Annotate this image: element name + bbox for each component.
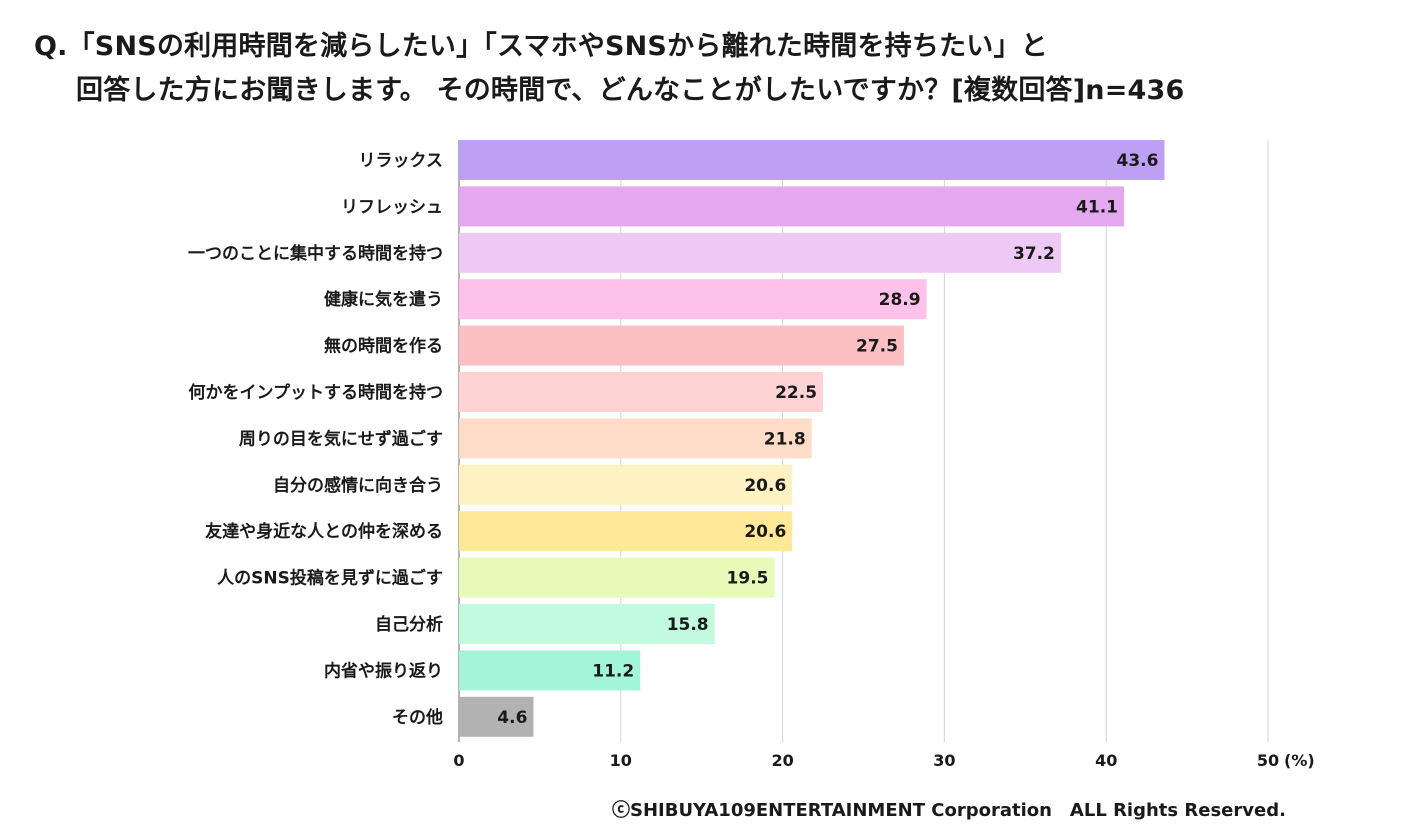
bar-12 (459, 696, 534, 737)
value-label-7: 20.6 (744, 476, 786, 496)
chart-title-line-1: Q.「SNSの利用時間を減らしたい」「スマホやSNSから離れた時間を持ちたい」と (34, 31, 1048, 62)
value-label-1: 41.1 (1076, 197, 1118, 217)
category-label-7: 自分の感情に向き合う (273, 475, 443, 496)
bar-1 (459, 186, 1124, 227)
category-label-1: リフレッシュ (341, 197, 443, 217)
chart-title-line-2: 回答した方にお聞きします。 その時間で、どんなことがしたいですか？[複数回答]n… (76, 75, 1185, 106)
category-label-3: 健康に気を遣う (324, 289, 443, 310)
value-label-4: 27.5 (856, 337, 898, 357)
category-label-9: 人のSNS投稿を見ずに過ごす (217, 568, 443, 589)
value-label-9: 19.5 (727, 569, 769, 589)
copyright-notice: ⓒSHIBUYA109ENTERTAINMENT Corporation ALL… (612, 800, 1286, 821)
bar-4 (459, 325, 904, 366)
tick-label-50: 50 (1257, 751, 1279, 770)
tick-label-20: 20 (771, 751, 793, 770)
bar-2 (459, 232, 1061, 273)
category-label-11: 内省や振り返り (324, 660, 443, 681)
bar-10 (459, 604, 715, 644)
value-label-3: 28.9 (879, 290, 921, 310)
category-label-2: 一つのことに集中する時間を持つ (188, 243, 443, 264)
bar-8 (459, 511, 793, 552)
category-label-6: 周りの目を気にせず過ごす (239, 428, 443, 449)
bar-11 (459, 650, 641, 691)
bar-5 (459, 372, 824, 412)
category-label-4: 無の時間を作る (324, 336, 443, 357)
value-label-0: 43.6 (1116, 151, 1158, 171)
bar-3 (459, 279, 927, 320)
unit-label: (%) (1284, 751, 1315, 770)
value-label-5: 22.5 (775, 383, 817, 403)
tick-label-30: 30 (933, 751, 955, 770)
value-label-6: 21.8 (764, 429, 806, 449)
value-label-12: 4.6 (497, 708, 527, 728)
category-label-0: リラックス (359, 151, 444, 171)
tick-label-40: 40 (1095, 751, 1117, 770)
bar-9 (459, 557, 775, 598)
bar-0 (459, 140, 1165, 180)
value-label-11: 11.2 (592, 661, 634, 681)
tick-label-10: 10 (610, 751, 632, 770)
category-label-10: 自己分析 (375, 614, 443, 635)
category-label-8: 友達や身近な人との仲を深める (205, 521, 443, 542)
category-label-5: 何かをインプットする時間を持つ (189, 382, 444, 403)
tick-label-0: 0 (453, 751, 464, 770)
category-label-12: その他 (392, 707, 443, 728)
value-label-8: 20.6 (744, 522, 786, 542)
bar-7 (459, 464, 793, 505)
value-label-10: 15.8 (667, 615, 709, 635)
value-label-2: 37.2 (1013, 244, 1055, 264)
bar-6 (459, 418, 812, 459)
